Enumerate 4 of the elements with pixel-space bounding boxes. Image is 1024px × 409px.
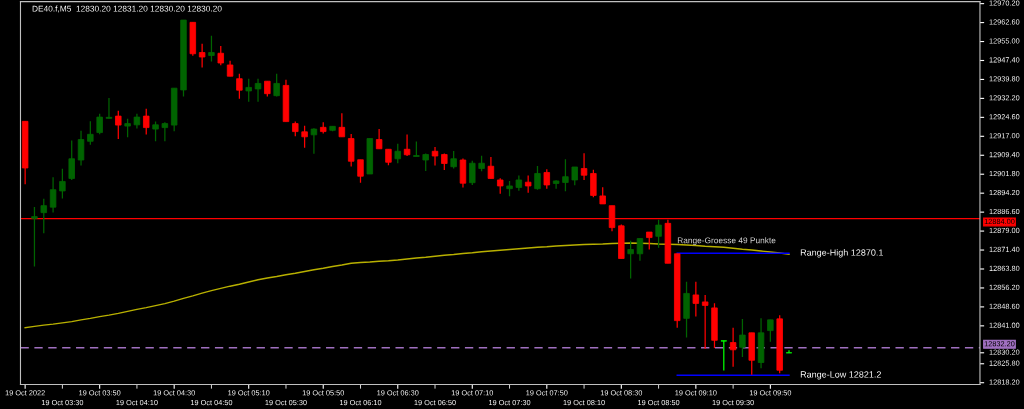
annotation: Range-Groesse 49 Punkte	[677, 237, 776, 245]
series-label: Range-Low 12821.2	[800, 371, 881, 380]
chart-title: DE40.f,M5 12830.20 12831.20 12830.20 12830.20	[32, 5, 222, 13]
series-label: Range-High 12870.1	[800, 249, 883, 258]
